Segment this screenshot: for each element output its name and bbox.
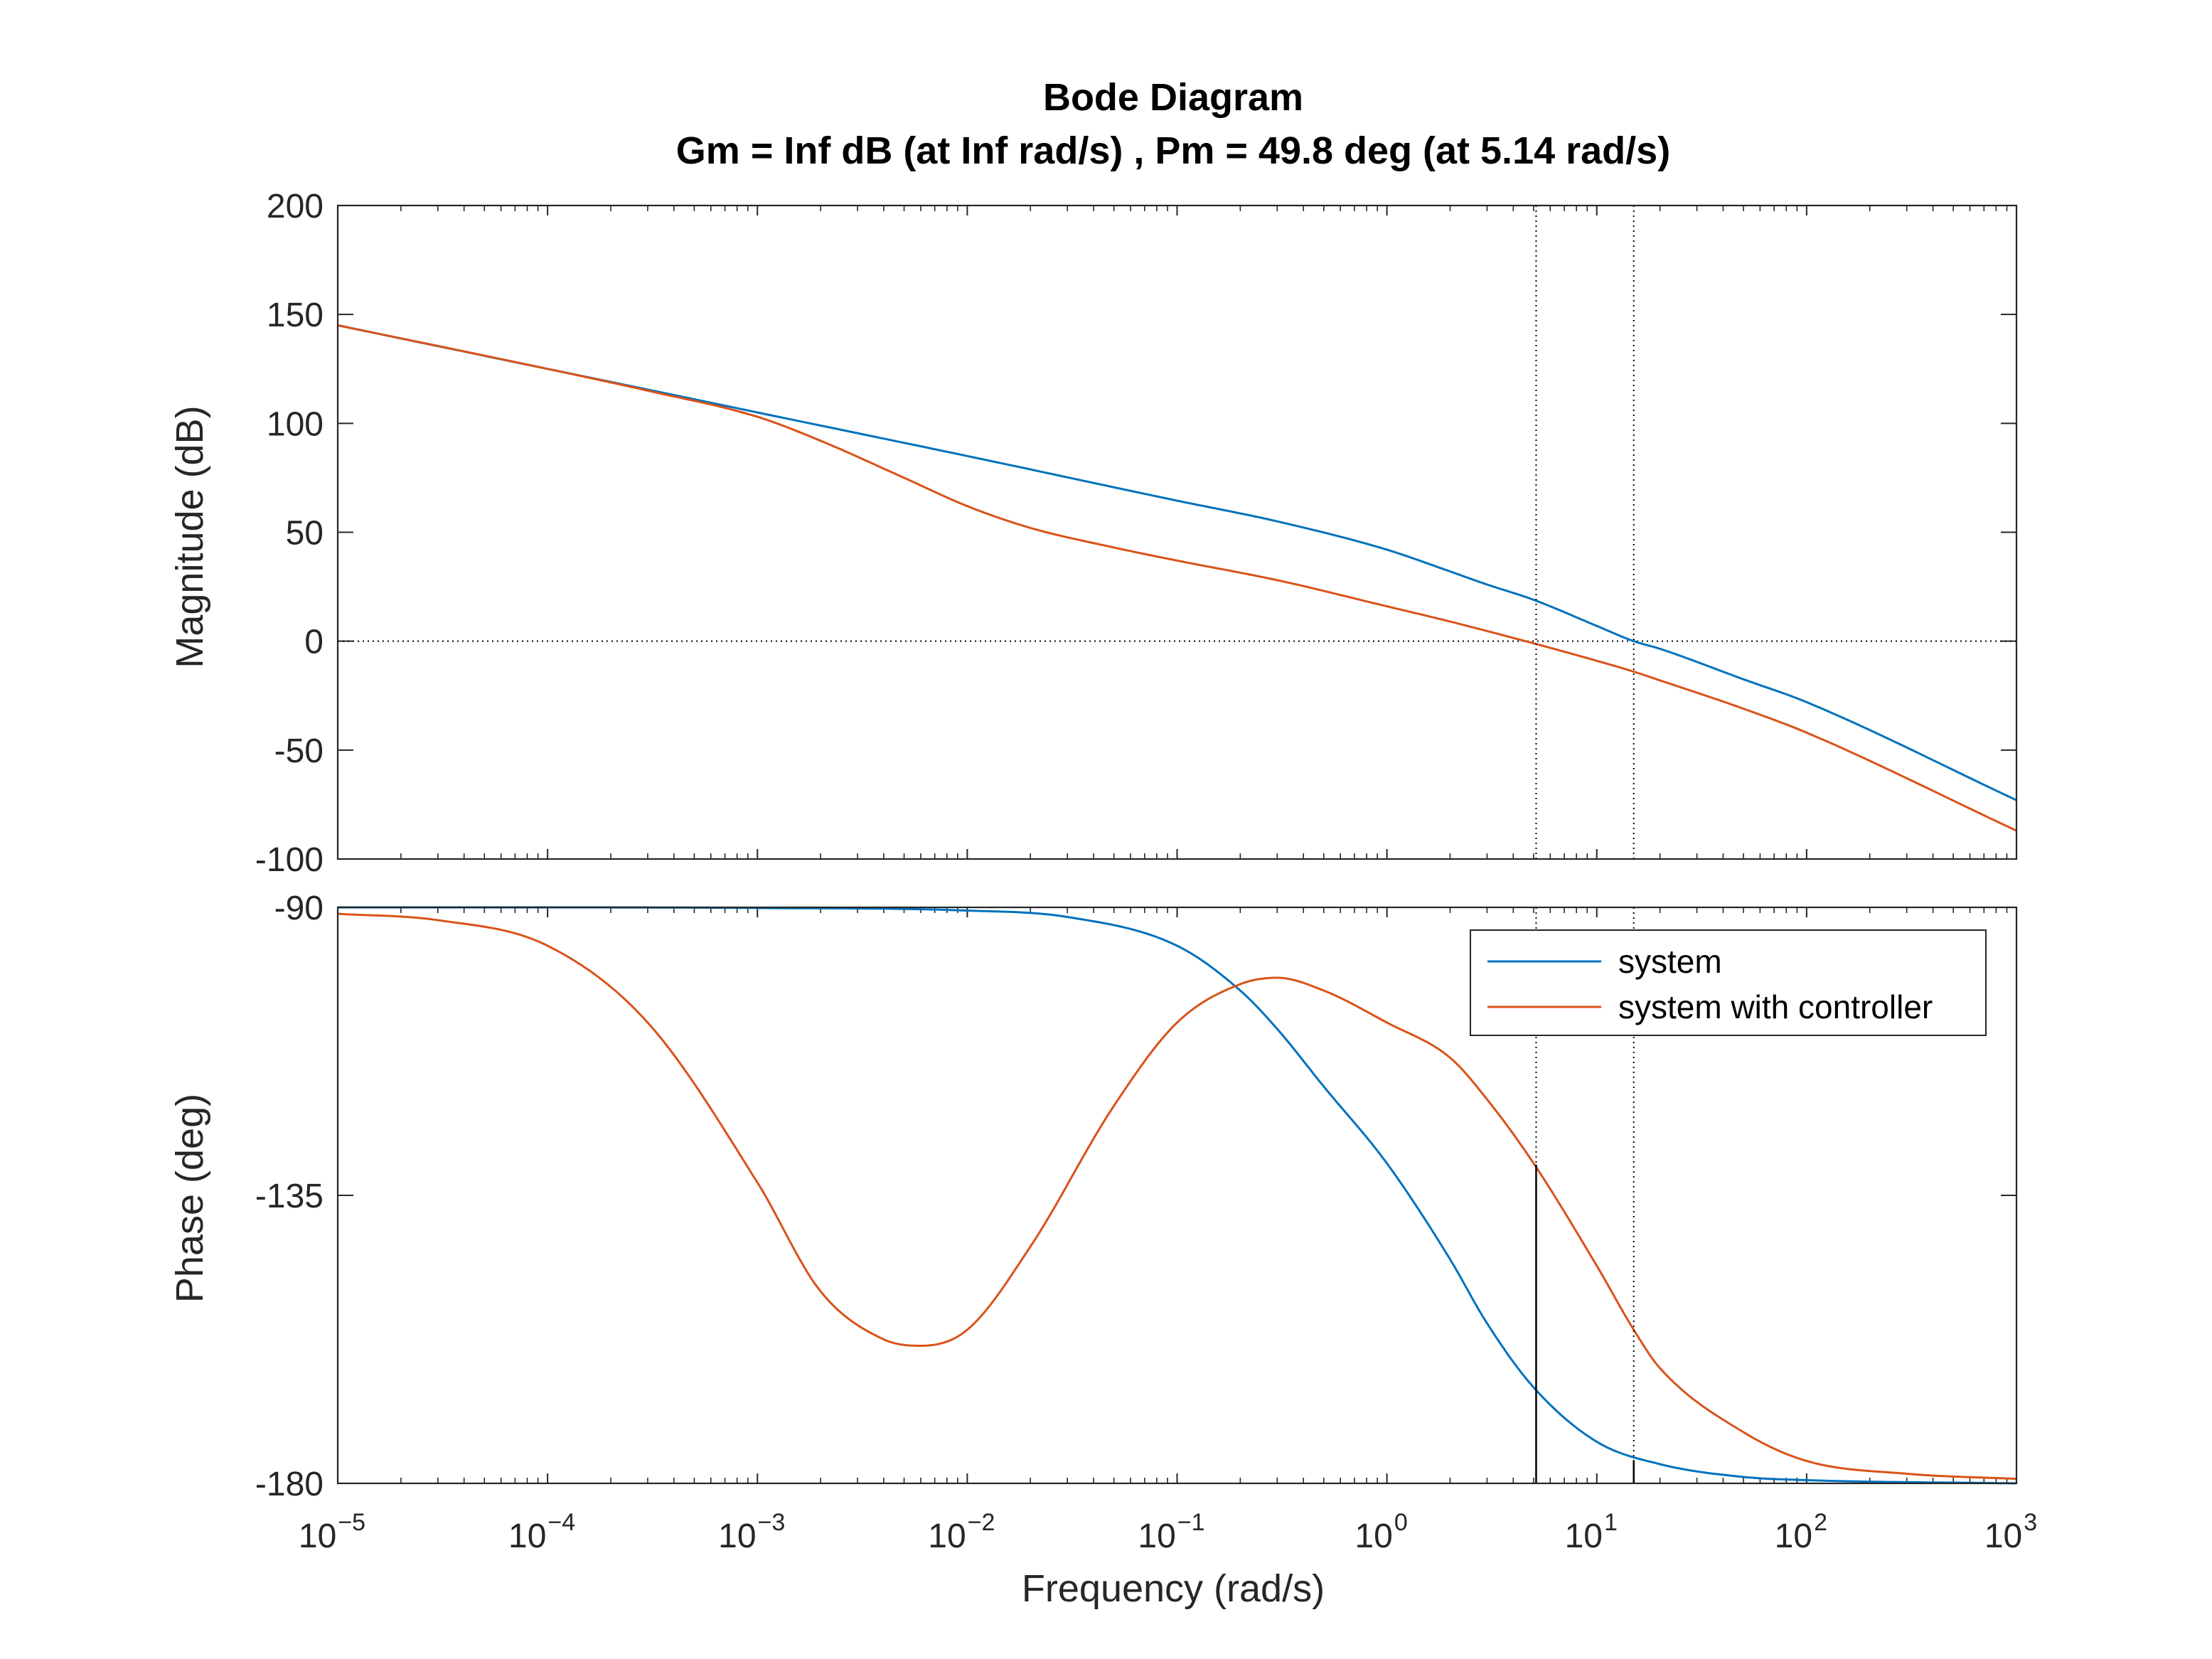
y-tick-label: -180	[255, 1466, 324, 1503]
x-tick-label: 10−5	[299, 1509, 365, 1555]
y-tick-label: -135	[255, 1178, 324, 1215]
magnitude-axes: 200 150 100 50 0 -50 -100	[255, 188, 2018, 879]
x-tick-label: 102	[1775, 1509, 1827, 1555]
figure-subtitle: Gm = Inf dB (at Inf rad/s) , Pm = 49.8 d…	[676, 129, 1670, 172]
y-tick-label: -50	[274, 732, 324, 770]
x-tick-label: 101	[1565, 1509, 1618, 1555]
magnitude-y-axis-label: Magnitude (dB)	[169, 405, 211, 668]
y-tick-label: -90	[274, 890, 324, 927]
y-tick-label: 0	[304, 624, 324, 661]
x-tick-label: 103	[1984, 1509, 2037, 1555]
x-tick-label: 10−2	[928, 1509, 995, 1555]
phase-axes: 10−5 10−4 10−3 10−2 10−1 100 101 102 103 -90 -135 -…	[255, 890, 2037, 1555]
y-tick-label: 50	[286, 515, 324, 553]
magnitude-plot-area	[338, 206, 2016, 859]
magnitude-series-system-with-controller	[337, 324, 2017, 832]
figure-title: Bode Diagram	[1043, 76, 1303, 119]
y-tick-label: 200	[267, 188, 324, 225]
phase-axes-frame	[336, 906, 2018, 1485]
phase-series-system-with-controller	[337, 912, 2017, 1481]
phase-series-system	[338, 906, 2017, 1485]
magnitude-series-system	[337, 324, 2017, 801]
x-tick-label: 100	[1355, 1509, 1407, 1555]
y-tick-label: 150	[267, 297, 324, 334]
x-tick-label: 10−3	[718, 1509, 785, 1555]
x-tick-label: 10−4	[508, 1509, 575, 1555]
magnitude-axes-frame	[336, 204, 2018, 860]
legend-entry: system	[1618, 943, 1722, 980]
legend-box	[1470, 929, 1987, 1036]
y-tick-label: -100	[255, 841, 324, 879]
legend: system system with controller	[1470, 929, 1987, 1036]
y-tick-label: 100	[267, 405, 324, 443]
phase-y-axis-label: Phase (deg)	[169, 1094, 211, 1303]
x-tick-label: 10−1	[1138, 1509, 1204, 1555]
legend-entry: system with controller	[1618, 988, 1933, 1025]
x-axis-label: Frequency (rad/s)	[1022, 1567, 1325, 1610]
